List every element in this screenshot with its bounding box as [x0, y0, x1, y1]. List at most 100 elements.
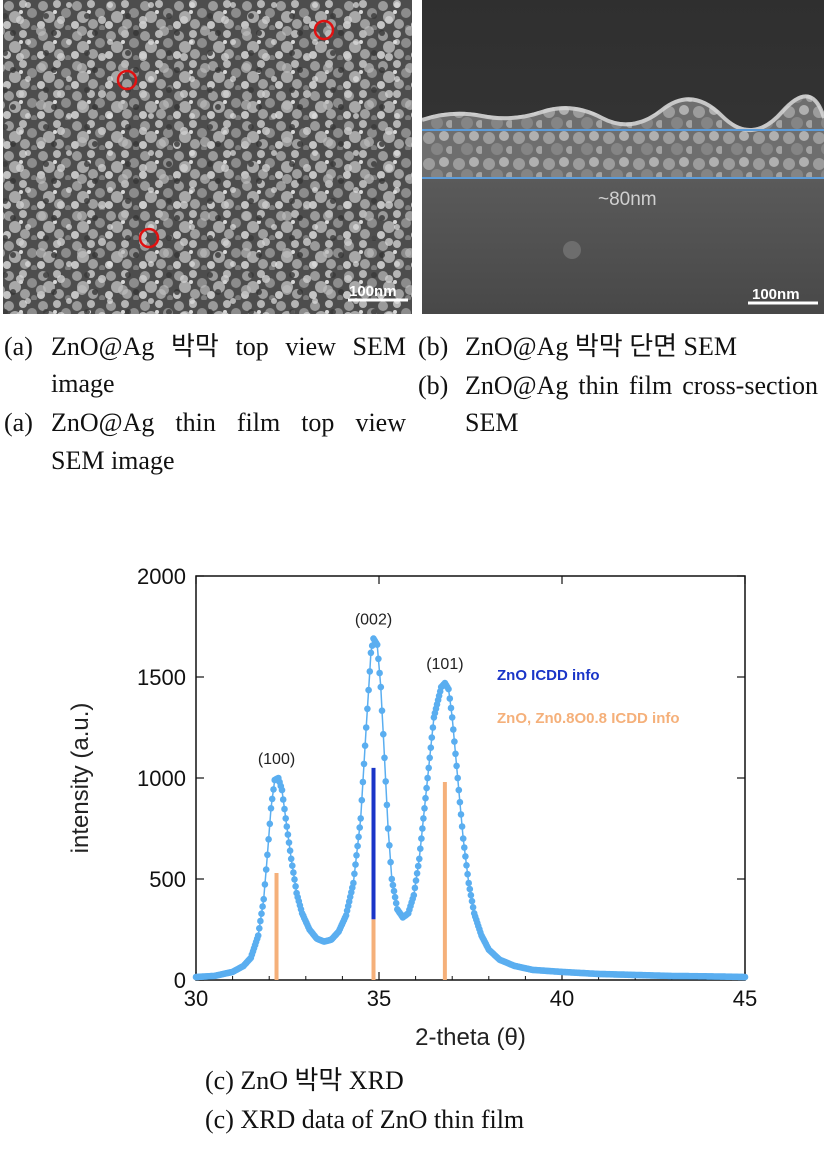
measured-data-point: [594, 970, 601, 978]
measured-data-point: [253, 935, 261, 942]
x-tick-label: 40: [550, 986, 574, 1011]
measured-data-point: [488, 949, 496, 956]
measured-data-point: [368, 642, 376, 649]
measured-data-point: [283, 823, 291, 830]
measured-data-point: [686, 972, 693, 980]
measured-data-point: [313, 935, 321, 942]
measured-data-point: [259, 903, 266, 910]
measured-data-point: [258, 910, 265, 917]
measured-data-point: [508, 961, 516, 969]
measured-data-point: [666, 972, 673, 980]
measured-data-point: [483, 942, 491, 949]
measured-data-point: [595, 970, 602, 978]
measured-data-point: [370, 635, 377, 642]
measured-data-point: [448, 714, 456, 721]
measured-data-point: [699, 973, 707, 980]
x-tick-label: 45: [733, 986, 757, 1011]
measured-data-point: [721, 973, 729, 980]
measured-data-point: [345, 898, 353, 905]
measured-data-point: [458, 823, 466, 830]
measured-data-point: [552, 968, 559, 975]
measured-data-point: [383, 801, 391, 809]
measured-data-point: [582, 969, 589, 977]
caption-a-english: (a) ZnO@Ag thin film top view SEM image: [4, 404, 406, 478]
measured-data-point: [314, 935, 322, 943]
measured-data-point: [386, 842, 393, 849]
measured-data-point: [501, 958, 508, 965]
measured-data-point: [406, 906, 413, 913]
measured-data-point: [226, 969, 233, 976]
measured-data-point: [214, 971, 221, 979]
measured-data-point: [688, 972, 696, 980]
measured-data-point: [525, 965, 532, 973]
measured-data-point: [391, 893, 399, 901]
measured-data-point: [312, 934, 320, 941]
measured-data-point: [447, 704, 455, 712]
measured-data-point: [290, 869, 297, 876]
measured-data-point: [220, 970, 228, 978]
measured-data-point: [426, 754, 434, 762]
measured-data-point: [707, 973, 714, 980]
measured-data-point: [735, 973, 742, 981]
measured-data-point: [401, 912, 409, 920]
measured-data-point: [307, 927, 314, 935]
measured-data-point: [543, 967, 551, 975]
measured-data-point: [739, 973, 747, 981]
measured-data-point: [647, 972, 654, 979]
measured-data-point: [520, 964, 528, 972]
measured-data-point: [564, 968, 571, 976]
measured-data-point: [661, 972, 669, 980]
measured-data-point: [297, 906, 305, 913]
measured-data-point: [607, 971, 615, 978]
measured-data-point: [321, 938, 329, 945]
measured-data-point: [494, 954, 501, 962]
measured-data-point: [589, 970, 597, 977]
measured-data-point: [717, 973, 724, 980]
measured-data-point: [657, 972, 664, 979]
measured-data-point: [537, 967, 544, 974]
measured-data-point: [327, 936, 334, 944]
measured-data-point: [555, 968, 562, 975]
measured-data-point: [539, 967, 546, 974]
measured-data-point: [709, 973, 717, 980]
measured-data-point: [554, 968, 561, 975]
measured-data-point: [547, 967, 555, 975]
measured-data-point: [511, 962, 518, 970]
measured-data-point: [375, 655, 382, 663]
measured-data-point: [660, 972, 668, 979]
measured-data-point: [295, 897, 303, 905]
measured-data-point: [349, 884, 356, 891]
measured-data-point: [454, 774, 462, 782]
measured-data-point: [634, 971, 641, 979]
measured-data-point: [213, 972, 220, 979]
measured-data-point: [553, 968, 560, 975]
measured-data-point: [310, 931, 317, 938]
measured-data-point: [524, 965, 531, 972]
measured-data-point: [272, 776, 280, 783]
measured-data-point: [462, 853, 469, 860]
measured-data-point: [285, 839, 293, 846]
measured-data-point: [682, 972, 690, 980]
measured-data-point: [248, 951, 256, 958]
measured-data-point: [628, 971, 636, 979]
measured-data-point: [598, 970, 606, 978]
measured-data-point: [211, 972, 218, 980]
measured-data-point: [275, 774, 282, 782]
measured-data-point: [502, 958, 509, 966]
measured-data-point: [299, 912, 307, 919]
measured-data-point: [694, 972, 701, 980]
measured-data-point: [738, 973, 745, 981]
measured-data-point: [510, 962, 517, 969]
measured-data-point: [551, 968, 558, 975]
measured-data-point: [203, 973, 211, 980]
measured-data-point: [407, 902, 414, 910]
measured-data-point: [416, 855, 423, 863]
measured-data-point: [565, 969, 572, 976]
measured-data-point: [441, 679, 449, 687]
measured-data-point: [308, 928, 315, 936]
measured-data-point: [303, 919, 310, 926]
measured-data-point: [217, 971, 225, 978]
peak-label: (100): [258, 751, 295, 768]
measured-data-point: [641, 971, 649, 979]
measured-data-point: [602, 970, 609, 978]
